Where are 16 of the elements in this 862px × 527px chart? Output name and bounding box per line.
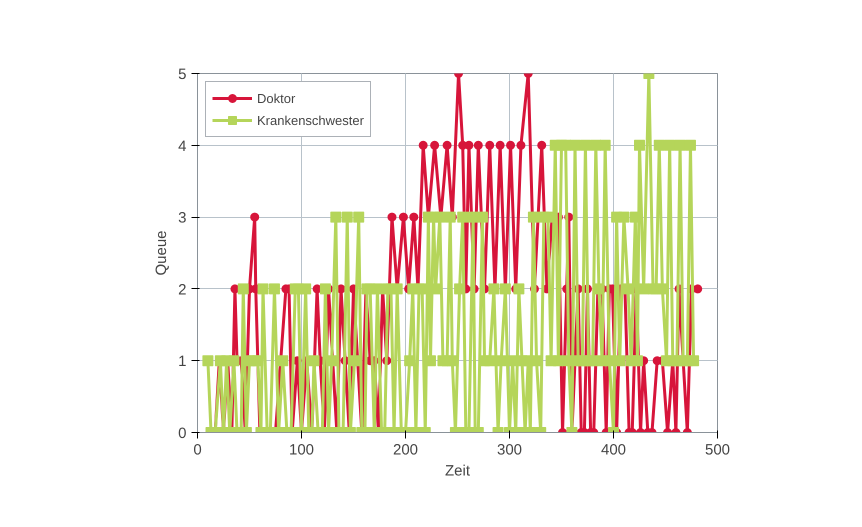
x-tick-label: 200 xyxy=(392,442,418,458)
x-tick-label: 100 xyxy=(288,442,314,458)
x-axis-title: Zeit xyxy=(445,462,471,480)
x-tick-label: 300 xyxy=(496,442,522,458)
y-tick-label: 2 xyxy=(178,281,186,298)
y-tick-label: 0 xyxy=(178,425,186,442)
y-tick-label: 5 xyxy=(178,66,186,83)
legend-label: Krankenschwester xyxy=(257,112,364,128)
x-tick-label: 500 xyxy=(704,442,730,458)
y-axis-title: Queue xyxy=(153,230,170,276)
legend-label: Doktor xyxy=(257,90,296,106)
y-tick-label: 1 xyxy=(178,353,186,370)
x-tick-label: 0 xyxy=(193,442,202,458)
y-tick-label: 3 xyxy=(178,210,186,227)
x-tick-label: 400 xyxy=(600,442,626,458)
y-tick-label: 4 xyxy=(178,138,186,155)
